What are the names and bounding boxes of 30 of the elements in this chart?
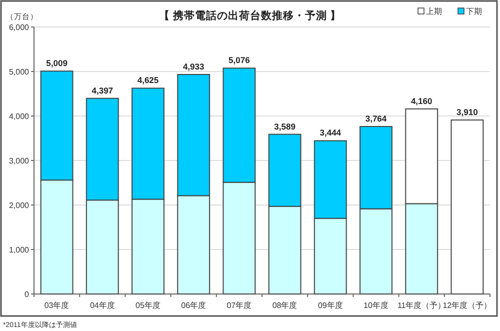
x-tick-label: 06年度 bbox=[181, 301, 206, 310]
y-tick-label: 6,000 bbox=[8, 23, 30, 32]
x-tick-label: 12年度（予） bbox=[442, 301, 492, 310]
total-label: 4,933 bbox=[182, 61, 205, 72]
y-tick-label: 5,000 bbox=[8, 68, 30, 76]
x-tick-label: 07年度 bbox=[226, 301, 252, 310]
total-label: 4,397 bbox=[92, 85, 114, 96]
total-label: 4,160 bbox=[410, 96, 433, 106]
x-tick-label: 09年度 bbox=[318, 301, 343, 310]
x-tick-label: 08年度 bbox=[272, 301, 298, 310]
x-tick-label: 10年度 bbox=[364, 301, 388, 310]
x-tick-label: 05年度 bbox=[136, 301, 160, 310]
total-label: 3,764 bbox=[365, 114, 387, 124]
y-tick-label: 0 bbox=[24, 290, 30, 299]
total-label: 3,910 bbox=[456, 107, 478, 118]
total-label: 5,009 bbox=[46, 58, 68, 68]
x-tick-label: 04年度 bbox=[90, 301, 115, 310]
legend-label: 下期 bbox=[466, 7, 482, 16]
y-tick-label: 1,000 bbox=[8, 246, 30, 254]
y-tick-label: 2,000 bbox=[8, 201, 30, 210]
legend-label: 上期 bbox=[426, 7, 442, 16]
bar bbox=[450, 120, 484, 294]
total-label: 3,589 bbox=[274, 121, 296, 132]
total-label: 5,076 bbox=[228, 55, 250, 66]
total-label: 3,444 bbox=[320, 128, 342, 138]
x-tick-label: 03年度 bbox=[44, 301, 70, 310]
y-tick-label: 3,000 bbox=[8, 156, 30, 166]
y-tick-label: 4,000 bbox=[8, 112, 30, 121]
chart-title: 【 携帯電話の出荷台数推移・予測 】 bbox=[159, 9, 341, 22]
total-label: 4,625 bbox=[137, 75, 159, 86]
